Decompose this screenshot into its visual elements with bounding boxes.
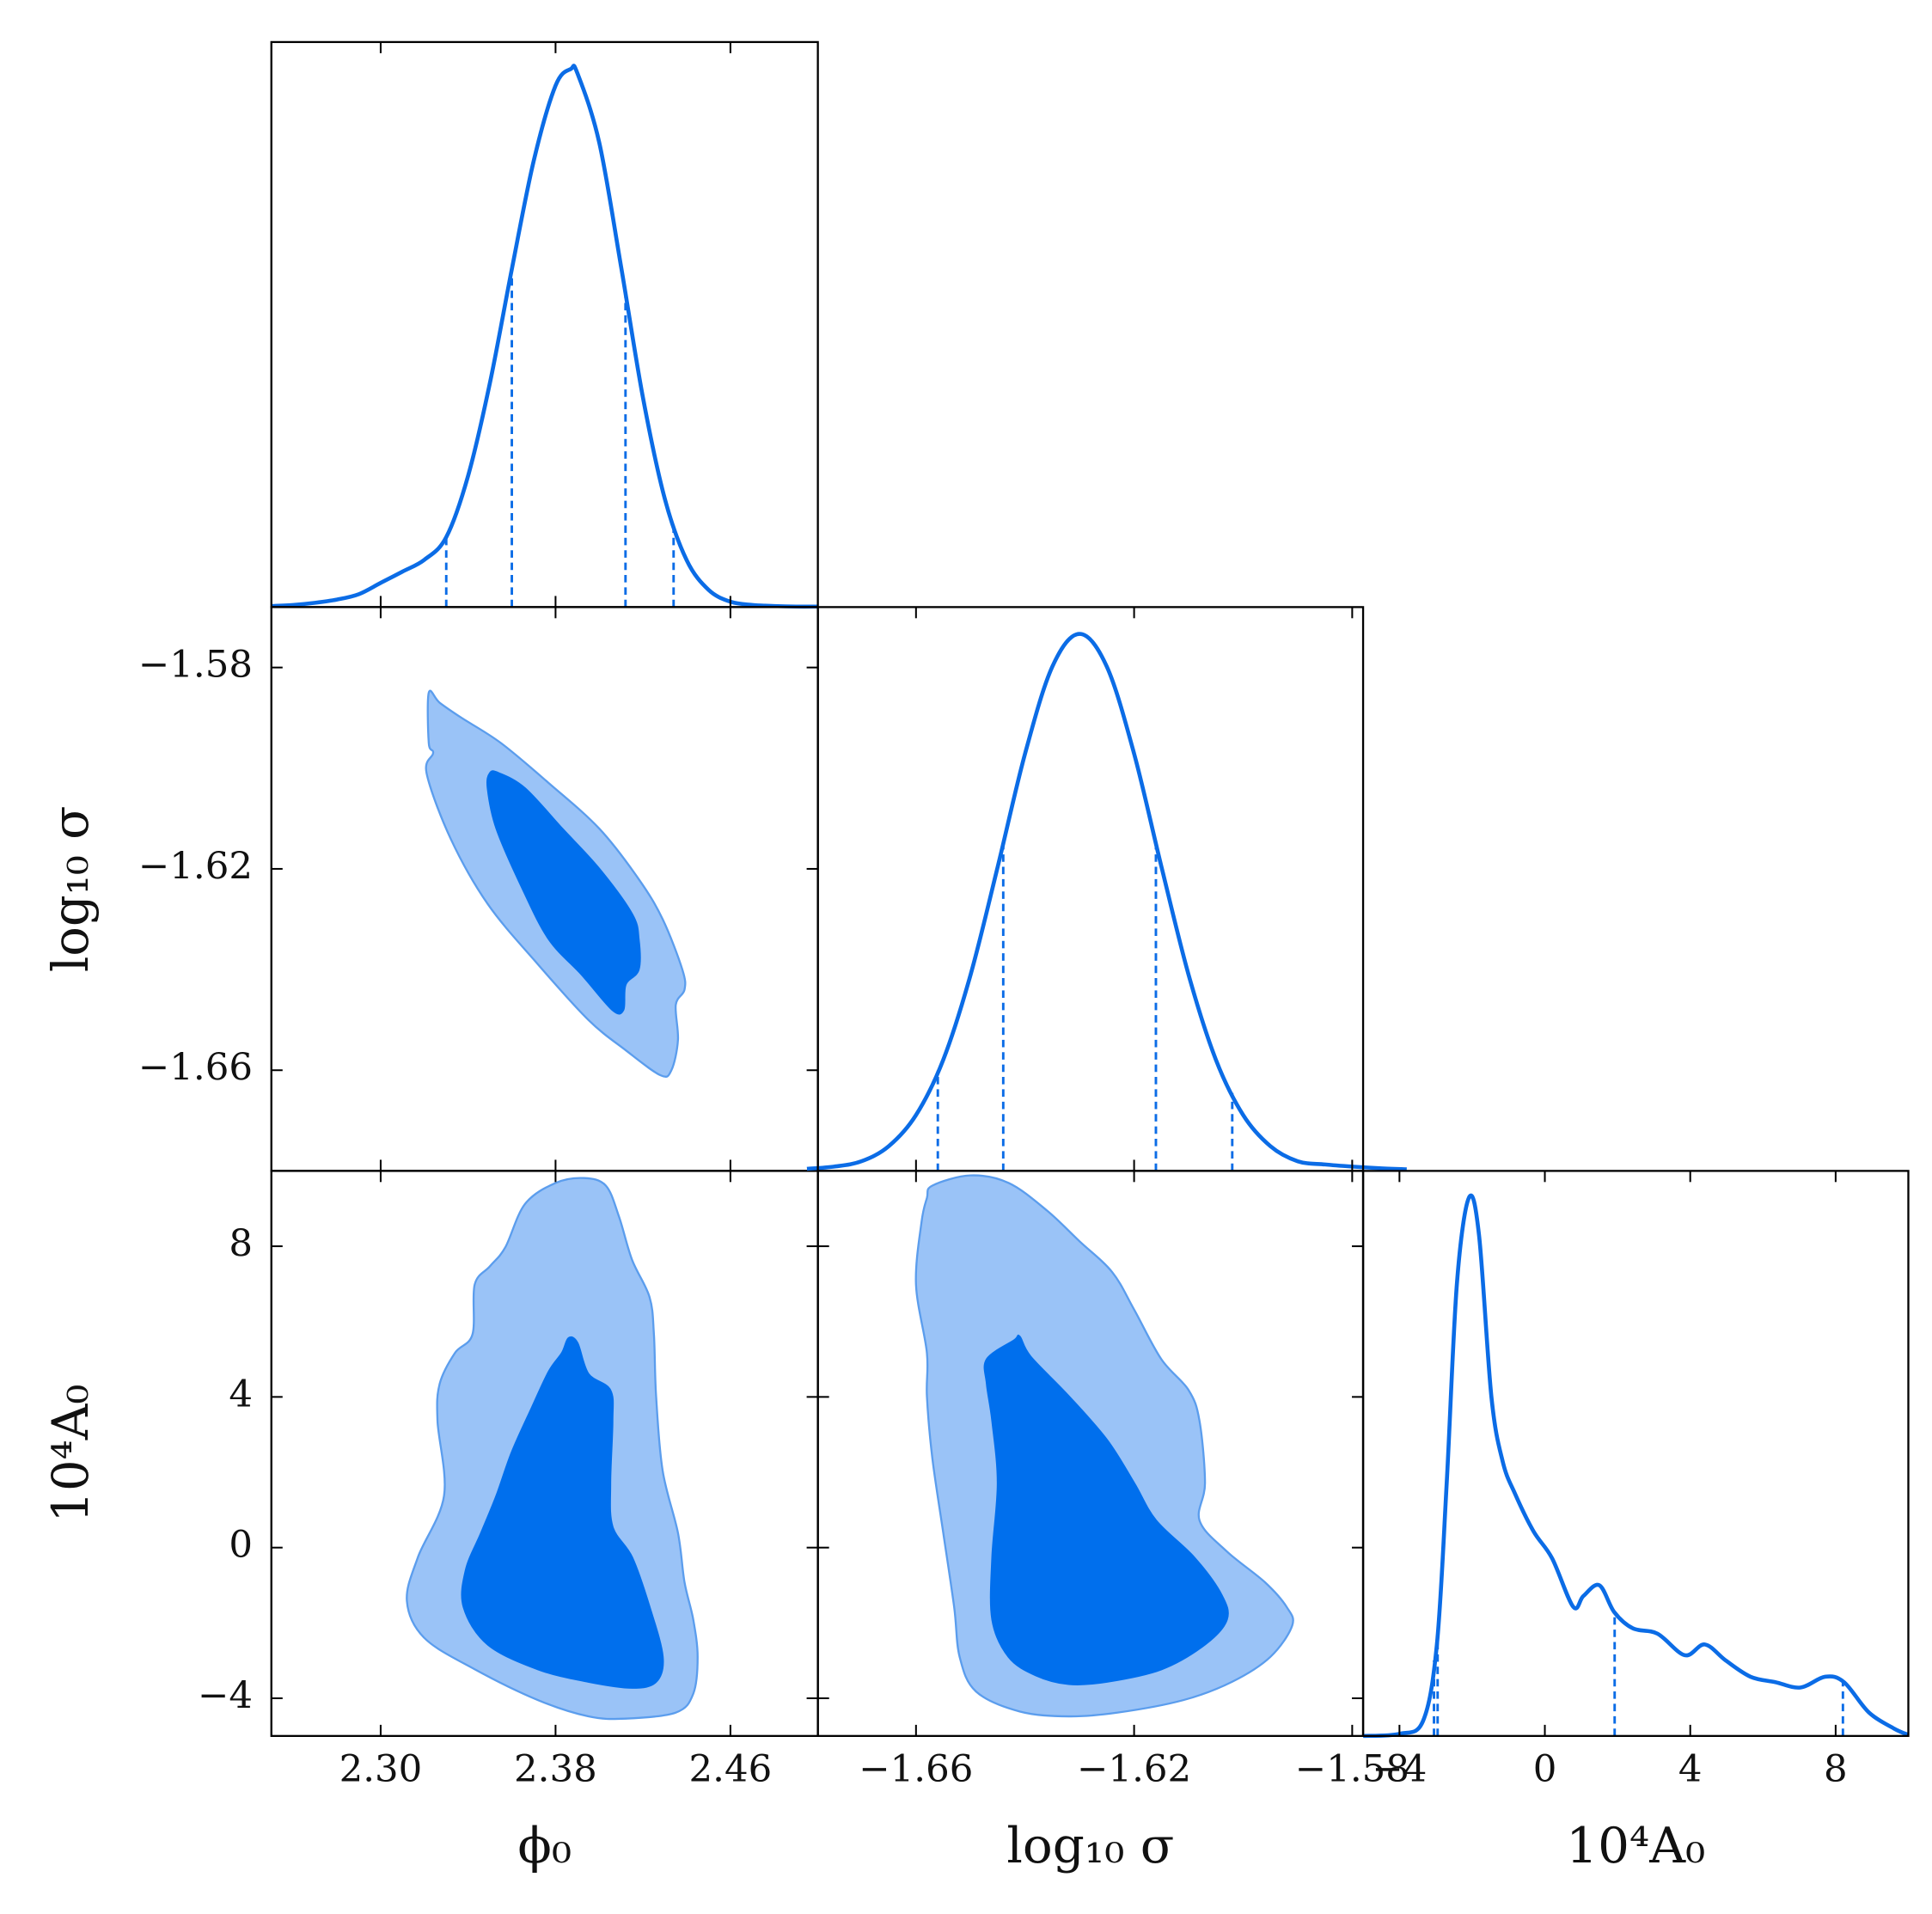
y-tick-label: −1.66	[138, 1046, 253, 1089]
y-tick-label: −1.62	[138, 845, 253, 888]
marginal-curve	[271, 64, 818, 609]
contour	[983, 1334, 1229, 1686]
x-axis-label: 10⁴A₀	[1566, 1816, 1705, 1874]
marginal-curve	[806, 632, 1407, 1171]
x-tick-label: −1.66	[859, 1748, 973, 1791]
x-tick-label: 4	[1678, 1748, 1703, 1791]
panel-frame	[270, 40, 819, 608]
x-axis-label: ϕ₀	[517, 1816, 572, 1874]
x-tick-label: −1.62	[1077, 1748, 1191, 1791]
x-tick-label: 2.38	[514, 1748, 597, 1791]
marginal-curve	[1362, 1193, 1910, 1739]
contour	[461, 1336, 664, 1689]
y-tick-label: 4	[229, 1373, 253, 1416]
y-axis-label: 10⁴A₀	[41, 1385, 100, 1523]
x-tick-label: 2.30	[339, 1748, 423, 1791]
x-tick-label: −1.58	[1295, 1748, 1409, 1791]
x-tick-label: −4	[1372, 1748, 1427, 1791]
x-tick-label: 8	[1824, 1748, 1848, 1791]
y-tick-label: −1.58	[138, 644, 253, 687]
x-tick-label: 2.46	[689, 1748, 773, 1791]
y-tick-label: −4	[198, 1674, 253, 1717]
x-tick-label: 0	[1533, 1748, 1557, 1791]
contour	[486, 770, 641, 1015]
y-axis-label: log₁₀ σ	[41, 806, 100, 973]
panel-frame	[816, 606, 1365, 1172]
x-axis-label: log₁₀ σ	[1006, 1816, 1174, 1874]
y-tick-label: 0	[229, 1524, 253, 1567]
y-tick-label: 8	[229, 1222, 253, 1265]
panel-frame	[1361, 1170, 1910, 1737]
